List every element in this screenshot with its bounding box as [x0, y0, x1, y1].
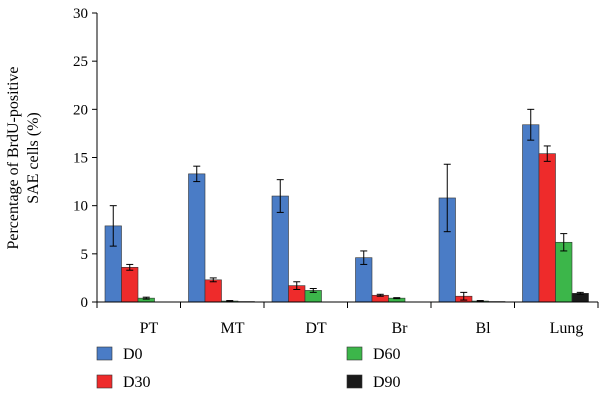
- bar-D30-Lung: [538, 153, 556, 303]
- x-category-label: DT: [305, 320, 327, 337]
- legend: D0 D30 D60 D90: [96, 346, 401, 391]
- legend-label-D0: D0: [123, 346, 143, 363]
- y-tick-label: 10: [73, 199, 88, 215]
- legend-swatch-D90: [346, 374, 363, 389]
- bar-D0-Lung: [522, 124, 540, 303]
- y-tick-label: 25: [73, 54, 88, 70]
- error-bars: [109, 108, 584, 303]
- y-tick-label: 15: [73, 151, 88, 167]
- legend-swatch-D60: [346, 346, 363, 361]
- y-tick-label: 0: [81, 295, 89, 311]
- y-tick-label: 20: [73, 102, 88, 118]
- y-axis-title-line: SAE cells (%): [25, 112, 42, 204]
- y-axis-title: Percentage of BrdU-positive SAE cells (%): [5, 66, 42, 249]
- legend-label-D90: D90: [373, 374, 401, 391]
- x-category-label: Lung: [550, 320, 584, 337]
- bar-D0-MT: [188, 173, 206, 303]
- x-category-label: Bl: [475, 320, 491, 337]
- x-category-label: PT: [140, 320, 159, 337]
- legend-label-D30: D30: [123, 374, 151, 391]
- y-tick-label: 30: [73, 6, 88, 22]
- legend-swatch-D0: [96, 346, 113, 361]
- x-category-label: MT: [221, 320, 245, 337]
- legend-swatch-D30: [96, 374, 113, 389]
- bars: [104, 124, 589, 303]
- bar-D30-PT: [121, 267, 139, 303]
- bar-D30-MT: [204, 279, 222, 303]
- legend-label-D60: D60: [373, 346, 401, 363]
- y-axis-ticks: 0 5 10 15 20 25 30: [73, 6, 97, 311]
- axes: [96, 13, 599, 308]
- x-axis-labels: PT MT DT Br Bl Lung: [140, 320, 584, 337]
- x-category-label: Br: [392, 320, 409, 337]
- y-tick-label: 5: [81, 247, 89, 263]
- y-axis-title-line: Percentage of BrdU-positive: [5, 66, 22, 249]
